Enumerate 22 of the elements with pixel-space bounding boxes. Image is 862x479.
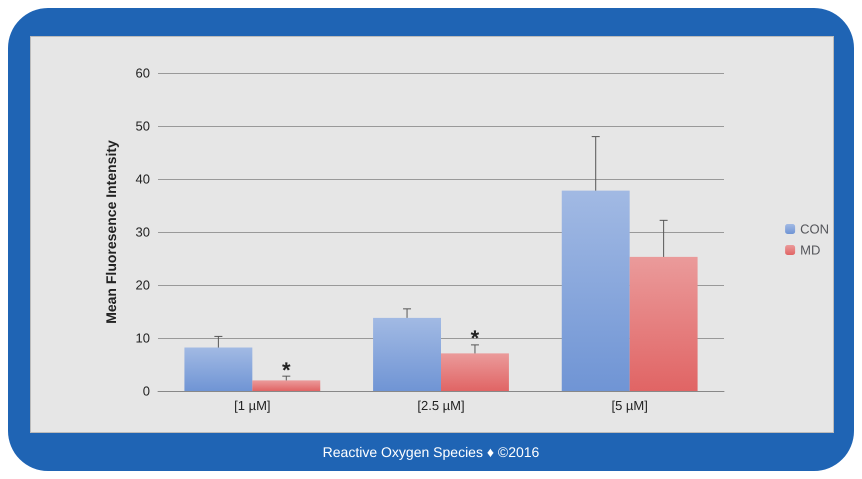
x-tick-label: [2.5 µM] <box>417 398 465 413</box>
y-axis-title: Mean Fluoresence Intensity <box>103 140 119 324</box>
y-tick-label: 30 <box>136 224 150 240</box>
legend-label: CON <box>800 222 829 236</box>
bar <box>562 190 630 391</box>
text: Reactive Oxygen Species ♦ ©2016 <box>322 444 540 460</box>
annotation: * <box>282 357 292 382</box>
bar <box>184 348 252 391</box>
bar <box>373 318 441 391</box>
y-tick-label: 20 <box>136 278 150 292</box>
annotation: * <box>470 326 480 350</box>
y-tick-label: 10 <box>136 330 150 346</box>
bar <box>630 256 698 391</box>
y-tick-label: 0 <box>142 384 150 398</box>
bar <box>441 353 509 391</box>
x-tick-label: [1 µM] <box>234 398 271 413</box>
legend-label: MD <box>800 242 820 258</box>
bar <box>252 380 320 391</box>
x-tick-label: [5 µM] <box>611 398 648 413</box>
y-tick-label: 50 <box>136 118 150 134</box>
y-tick-label: 40 <box>136 172 150 186</box>
y-tick-label: 60 <box>136 66 150 80</box>
